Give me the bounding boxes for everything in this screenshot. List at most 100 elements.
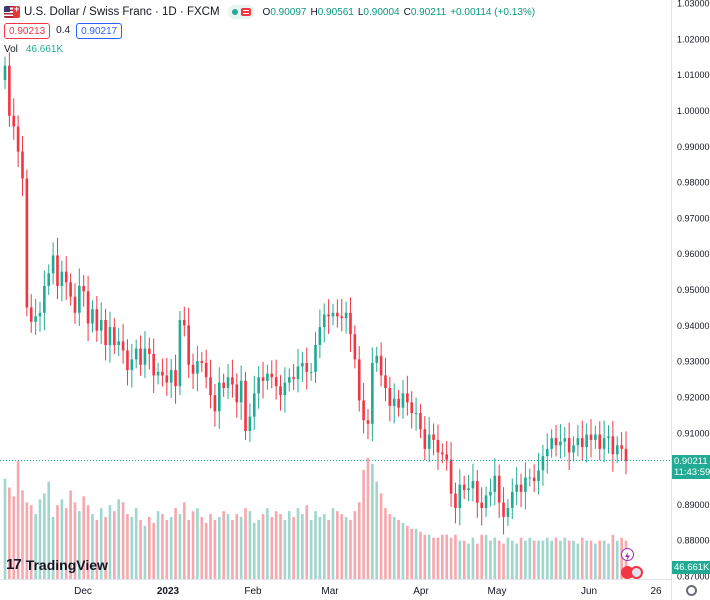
volume-bar (235, 514, 239, 579)
time-tick-label: May (488, 586, 507, 597)
candle-body (29, 307, 33, 322)
volume-bar (357, 502, 361, 579)
volume-bar (248, 511, 252, 579)
candle-body (152, 353, 156, 376)
volume-bar (576, 543, 580, 579)
volume-bar (532, 540, 536, 579)
candle-body (454, 493, 457, 508)
candle-body (99, 319, 103, 331)
symbol-title[interactable]: U.S. Dollar / Swiss Franc · 1D · FXCM (24, 6, 220, 18)
candle-body (309, 371, 313, 373)
volume-bar (69, 490, 72, 579)
volume-bar (322, 514, 326, 579)
volume-bar (475, 543, 479, 579)
tradingview-logo[interactable]: 17 TradingView (6, 556, 108, 573)
candle-body (78, 285, 81, 313)
candle-body (344, 312, 348, 319)
candle-body (257, 377, 260, 394)
market-open-dot-icon (231, 9, 238, 15)
volume-bar (598, 540, 602, 579)
price-tick-label: 0.87000 (677, 572, 710, 582)
volume-bar (379, 493, 383, 579)
candle-body (611, 436, 615, 455)
volume-bar (419, 531, 422, 579)
volume-bar (371, 463, 374, 579)
candle-body (305, 362, 309, 372)
economic-event-flag-icon-2[interactable] (630, 566, 643, 579)
candle-body (279, 386, 282, 396)
change-value: +0.00114 (+0.13%) (450, 6, 536, 18)
volume-bar (362, 469, 365, 579)
volume-bar (502, 543, 505, 579)
bar-countdown: 11:43:59 (674, 467, 710, 478)
volume-bar (292, 517, 295, 579)
time-tick-label: 26 (650, 586, 662, 597)
candle-body (43, 285, 46, 313)
candle-body (314, 345, 317, 372)
ohlc-values: O0.90097 H0.90561 L0.90004 C0.90211 +0.0… (262, 6, 536, 18)
volume-bar (441, 534, 444, 579)
volume-bar (143, 525, 147, 579)
volume-bar (449, 537, 453, 579)
price-tick-label: 0.98000 (677, 178, 710, 188)
volume-bar (196, 508, 199, 579)
candle-body (82, 285, 86, 292)
tradingview-logo-icon: 17 (6, 556, 22, 573)
price-axis[interactable]: 1.03000 1.02000 1.01000 1.00000 0.99000 0.980… (677, 0, 710, 582)
candle-body (607, 436, 610, 439)
price-tick-label: 0.94000 (677, 321, 710, 331)
symbol-legend[interactable]: U.S. Dollar / Swiss Franc · 1D · FXCM O0… (4, 4, 535, 20)
volume-bar (43, 493, 46, 579)
sell-price-button[interactable]: 0.90213 (4, 22, 51, 39)
volume-bar (327, 519, 330, 579)
candle-body (401, 393, 405, 408)
market-status-pill[interactable] (227, 5, 255, 19)
volume-bar (480, 534, 483, 579)
candle-body (196, 361, 199, 374)
volume-bar (187, 519, 190, 579)
candle-body (200, 361, 204, 363)
time-tick-label: Dec (74, 586, 92, 597)
candle-body (379, 355, 383, 376)
price-tick-label: 0.89000 (677, 500, 710, 510)
volume-bar (174, 508, 177, 579)
candle-body (480, 502, 483, 508)
volume-bar (165, 519, 169, 579)
time-tick-label: Mar (321, 586, 339, 597)
price-tick-label: 1.03000 (677, 0, 710, 9)
volume-bar (506, 537, 510, 579)
candle-body (436, 439, 440, 453)
volume-bar (545, 537, 549, 579)
candle-body (589, 434, 593, 440)
volume-bar (366, 458, 370, 579)
volume-legend[interactable]: Vol 46.661K (4, 42, 63, 56)
candle-body (274, 377, 278, 387)
candle-body (252, 393, 256, 417)
time-axis[interactable]: Dec 2023 Feb Mar Apr May Jun 26 (74, 586, 662, 597)
volume-bar (12, 496, 16, 579)
volume-bar (602, 540, 606, 579)
data-type-icon (240, 8, 251, 16)
candle-body (104, 319, 107, 346)
usd-chf-flag-icon (4, 6, 20, 18)
volume-bar (331, 508, 335, 579)
buy-price-button[interactable]: 0.90217 (76, 22, 123, 39)
volume-bar (436, 537, 440, 579)
candle-body (169, 370, 173, 383)
candle-body (458, 484, 462, 508)
candle-body (322, 314, 326, 328)
candle-body (602, 438, 606, 449)
candle-body (134, 348, 138, 360)
candle-body (191, 364, 195, 374)
candle-body (524, 477, 527, 492)
settings-gear-icon[interactable] (686, 585, 697, 596)
candle-body (502, 502, 505, 517)
volume-bar (462, 540, 466, 579)
candle-body (515, 484, 518, 492)
lightning-event-icon[interactable] (621, 548, 634, 561)
candle-body (366, 420, 370, 424)
candle-body (384, 375, 387, 388)
candle-body (331, 312, 335, 317)
candle-body (226, 377, 230, 388)
